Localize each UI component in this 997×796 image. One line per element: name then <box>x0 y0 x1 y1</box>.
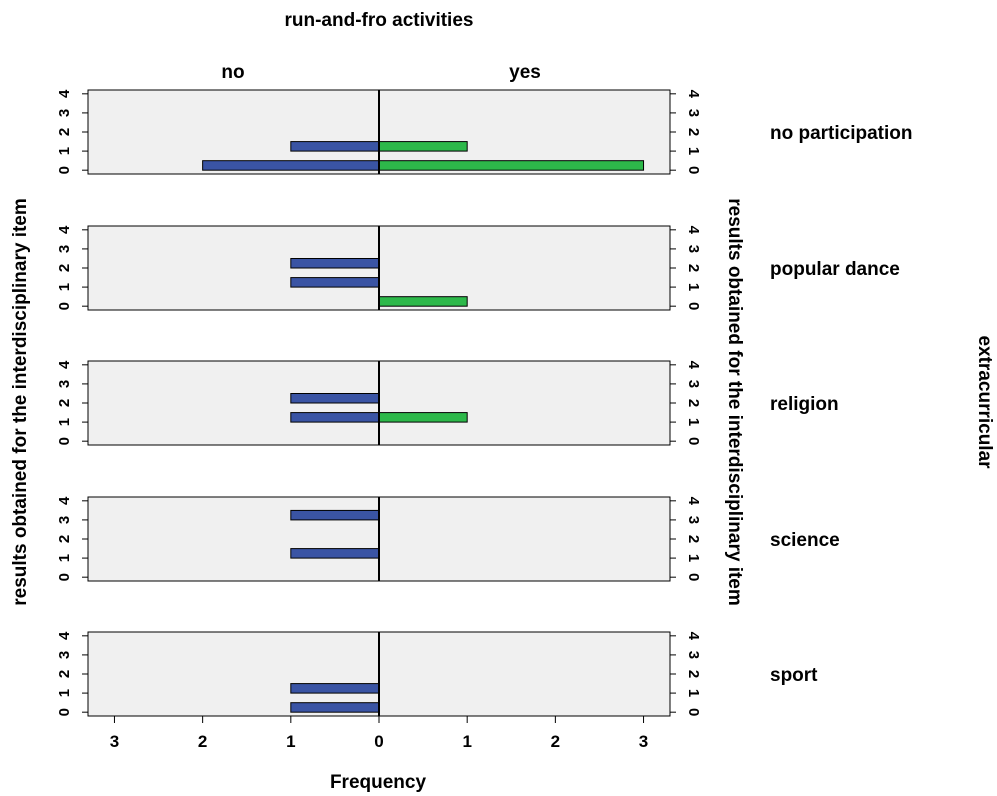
y-tick-label-left: 0 <box>56 302 73 310</box>
y-axis-title-left: results obtained for the interdisciplina… <box>10 198 31 606</box>
x-tick-label-right: 2 <box>551 732 560 751</box>
y-tick-label-right: 2 <box>685 535 702 543</box>
y-tick-label-left: 2 <box>56 399 73 407</box>
panel-science: 0 0 1 1 2 2 3 3 4 4 science <box>56 496 840 582</box>
y-tick-label-right: 2 <box>685 128 702 136</box>
x-tick-label-right: 1 <box>462 732 471 751</box>
x-axis-title: Frequency <box>330 772 427 793</box>
y-tick-label-left: 3 <box>56 380 73 388</box>
y-tick-label-right: 1 <box>685 147 702 155</box>
y-tick-label-left: 2 <box>56 264 73 272</box>
y-tick-label-right: 4 <box>685 90 702 99</box>
y-tick-label-left: 4 <box>56 631 73 640</box>
y-tick-label-left: 2 <box>56 535 73 543</box>
column-label-no: no <box>221 62 244 83</box>
y-tick-label-left: 1 <box>56 418 73 426</box>
row-label-no-participation: no participation <box>770 123 913 144</box>
y-tick-label-left: 4 <box>56 496 73 505</box>
y-tick-label-right: 1 <box>685 283 702 291</box>
bar-no-y1 <box>290 412 380 423</box>
panel-no-participation: 0 0 1 1 2 2 3 3 4 4 no participation <box>56 89 913 175</box>
chart-title: run-and-fro activities <box>285 10 474 31</box>
bar-no-y1 <box>290 548 380 559</box>
y-axis-title-right: results obtained for the interdisciplina… <box>724 198 745 606</box>
y-tick-label-right: 4 <box>685 361 702 370</box>
panel-religion: 0 0 1 1 2 2 3 3 4 4 religion <box>56 360 839 446</box>
bar-yes-y1 <box>378 412 468 423</box>
y-tick-label-left: 2 <box>56 670 73 678</box>
y-tick-label-left: 4 <box>56 225 73 234</box>
x-axis: 3 2 1 0 1 2 3 <box>110 716 648 751</box>
y-tick-label-left: 0 <box>56 573 73 581</box>
y-tick-label-right: 4 <box>685 632 702 641</box>
y-tick-label-left: 1 <box>56 689 73 697</box>
bar-no-y1 <box>290 683 380 694</box>
x-tick-label-left: 3 <box>110 732 119 751</box>
y-tick-label-left: 3 <box>56 516 73 524</box>
bar-no-y0 <box>202 160 380 171</box>
y-tick-label-left: 3 <box>56 245 73 253</box>
y-tick-label-right: 0 <box>685 166 702 174</box>
y-tick-label-right: 1 <box>685 689 702 697</box>
panels-group: 0 0 1 1 2 2 3 3 4 4 no participation 0 0 1 1 2 2 3 3 4 4 popu… <box>56 89 913 717</box>
y-tick-label-left: 1 <box>56 147 73 155</box>
panel-sport: 0 0 1 1 2 2 3 3 4 4 sport <box>56 631 818 717</box>
y-tick-label-right: 4 <box>685 497 702 506</box>
y-tick-label-left: 3 <box>56 109 73 117</box>
y-tick-label-right: 2 <box>685 670 702 678</box>
x-tick-label-left: 2 <box>198 732 207 751</box>
bar-no-y2 <box>290 258 380 269</box>
y-tick-label-left: 1 <box>56 554 73 562</box>
row-variable-title: extracurricular <box>974 335 995 469</box>
bar-yes-y1 <box>378 141 468 152</box>
y-tick-label-right: 3 <box>685 651 702 659</box>
row-label-popular-dance: popular dance <box>770 259 900 280</box>
bar-no-y1 <box>290 277 380 288</box>
y-tick-label-right: 3 <box>685 109 702 117</box>
y-tick-label-right: 4 <box>685 226 702 235</box>
bar-no-y2 <box>290 393 380 404</box>
y-tick-label-left: 0 <box>56 437 73 445</box>
y-tick-label-left: 4 <box>56 360 73 369</box>
y-tick-label-left: 4 <box>56 89 73 98</box>
y-tick-label-right: 3 <box>685 245 702 253</box>
x-tick-label-left: 0 <box>374 732 383 751</box>
bar-yes-y0 <box>378 296 468 307</box>
y-tick-label-right: 0 <box>685 437 702 445</box>
column-label-yes: yes <box>509 62 541 83</box>
y-tick-label-right: 0 <box>685 302 702 310</box>
bar-yes-y0 <box>378 160 645 171</box>
x-tick-label-left: 1 <box>286 732 295 751</box>
row-label-religion: religion <box>770 394 839 415</box>
row-label-science: science <box>770 530 840 551</box>
y-tick-label-right: 1 <box>685 418 702 426</box>
bar-no-y0 <box>290 702 380 713</box>
y-tick-label-left: 2 <box>56 128 73 136</box>
y-tick-label-right: 1 <box>685 554 702 562</box>
y-tick-label-right: 3 <box>685 380 702 388</box>
y-tick-label-left: 1 <box>56 283 73 291</box>
y-tick-label-left: 0 <box>56 166 73 174</box>
y-tick-label-right: 3 <box>685 516 702 524</box>
x-tick-label-right: 3 <box>639 732 648 751</box>
bar-no-y1 <box>290 141 380 152</box>
y-tick-label-right: 2 <box>685 264 702 272</box>
bar-no-y3 <box>290 509 380 521</box>
y-tick-label-left: 3 <box>56 651 73 659</box>
y-tick-label-right: 2 <box>685 399 702 407</box>
row-label-sport: sport <box>770 665 818 686</box>
y-tick-label-left: 0 <box>56 708 73 716</box>
y-tick-label-right: 0 <box>685 708 702 716</box>
y-tick-label-right: 0 <box>685 573 702 581</box>
panel-popular-dance: 0 0 1 1 2 2 3 3 4 4 popular dance <box>56 225 900 311</box>
